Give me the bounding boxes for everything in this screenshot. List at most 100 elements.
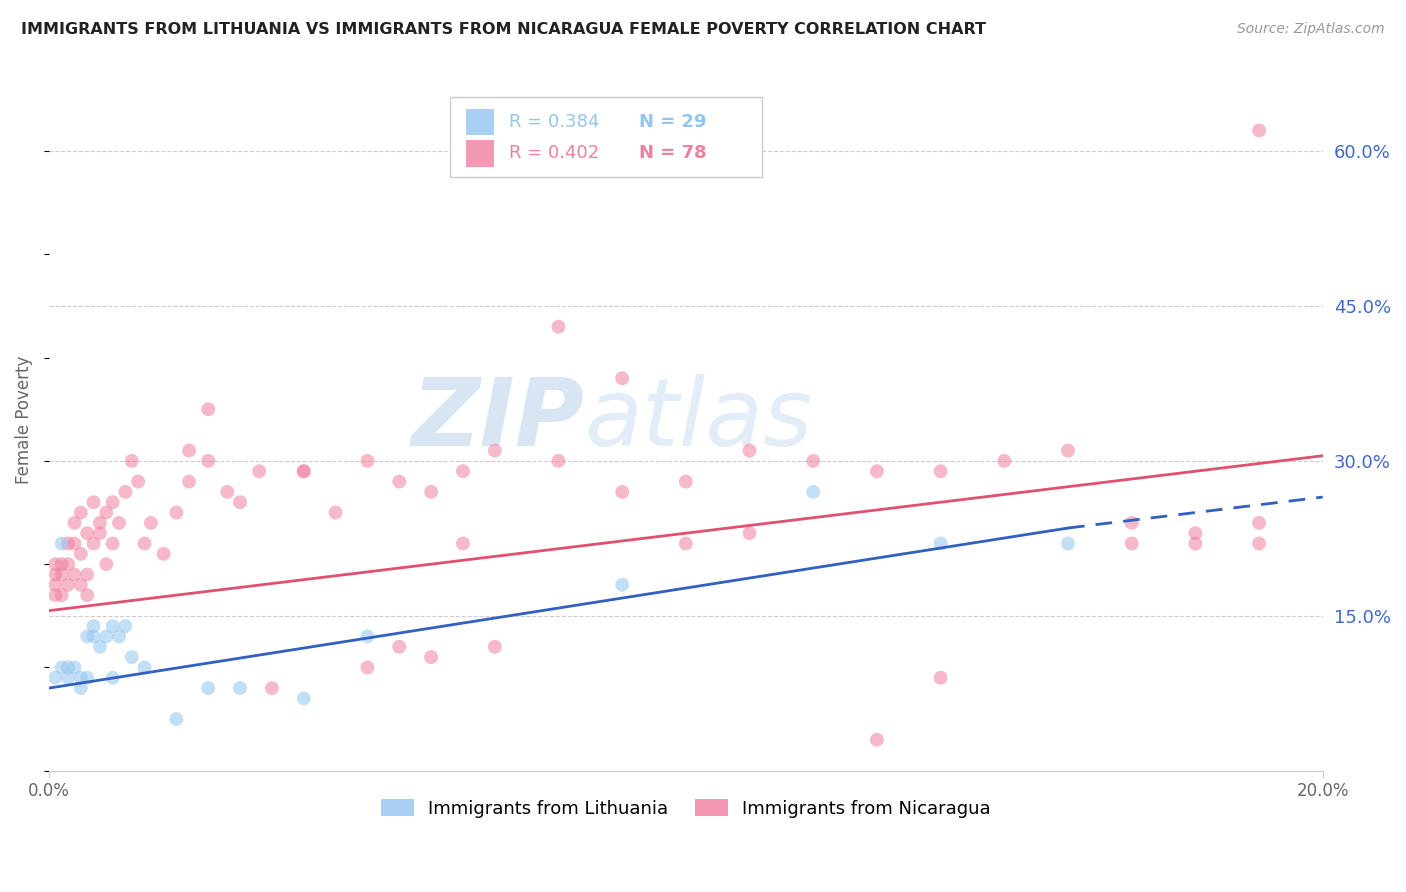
Point xyxy=(83,619,105,633)
Point xyxy=(121,454,143,468)
Point xyxy=(44,557,66,571)
Point xyxy=(929,536,952,550)
Point xyxy=(929,464,952,478)
Point xyxy=(51,567,73,582)
Point xyxy=(177,443,200,458)
Point xyxy=(56,660,79,674)
Point xyxy=(63,536,86,550)
Point xyxy=(108,630,131,644)
Point xyxy=(76,567,98,582)
Point xyxy=(83,536,105,550)
Point xyxy=(547,454,569,468)
Point xyxy=(1249,516,1271,530)
Point xyxy=(44,567,66,582)
Point xyxy=(801,454,824,468)
Point xyxy=(44,578,66,592)
Text: IMMIGRANTS FROM LITHUANIA VS IMMIGRANTS FROM NICARAGUA FEMALE POVERTY CORRELATIO: IMMIGRANTS FROM LITHUANIA VS IMMIGRANTS … xyxy=(21,22,986,37)
Point xyxy=(83,630,105,644)
Point xyxy=(96,630,118,644)
Point xyxy=(139,516,162,530)
Point xyxy=(451,536,474,550)
Point xyxy=(1121,536,1143,550)
Point xyxy=(292,464,315,478)
Point xyxy=(292,691,315,706)
Point xyxy=(63,660,86,674)
Point xyxy=(1184,536,1206,550)
Point xyxy=(83,495,105,509)
Point xyxy=(134,536,156,550)
Point xyxy=(101,619,124,633)
Point xyxy=(96,557,118,571)
Point xyxy=(76,588,98,602)
Point xyxy=(69,578,91,592)
Point xyxy=(1184,526,1206,541)
Point xyxy=(44,671,66,685)
Point xyxy=(63,516,86,530)
Legend: Immigrants from Lithuania, Immigrants from Nicaragua: Immigrants from Lithuania, Immigrants fr… xyxy=(374,792,998,825)
Point xyxy=(292,464,315,478)
Text: atlas: atlas xyxy=(583,374,813,465)
Point xyxy=(89,640,111,654)
Point xyxy=(484,443,506,458)
Point xyxy=(165,506,187,520)
Point xyxy=(356,630,378,644)
Text: R = 0.402: R = 0.402 xyxy=(509,145,599,162)
Point xyxy=(76,671,98,685)
Point xyxy=(76,526,98,541)
Y-axis label: Female Poverty: Female Poverty xyxy=(15,355,32,483)
Point xyxy=(56,557,79,571)
Point xyxy=(51,557,73,571)
Point xyxy=(388,640,411,654)
Point xyxy=(547,319,569,334)
Point xyxy=(1057,443,1080,458)
Point xyxy=(612,371,634,385)
Text: Source: ZipAtlas.com: Source: ZipAtlas.com xyxy=(1237,22,1385,37)
Point xyxy=(127,475,149,489)
Point xyxy=(420,484,443,499)
Text: N = 29: N = 29 xyxy=(638,113,706,131)
Point xyxy=(51,536,73,550)
Point xyxy=(217,484,239,499)
Point xyxy=(76,630,98,644)
Point xyxy=(121,650,143,665)
Point xyxy=(1249,536,1271,550)
Point xyxy=(1249,123,1271,137)
Point xyxy=(866,464,889,478)
Point xyxy=(612,484,634,499)
Point xyxy=(56,578,79,592)
Point xyxy=(165,712,187,726)
Point xyxy=(197,454,219,468)
Text: R = 0.384: R = 0.384 xyxy=(509,113,599,131)
Point xyxy=(69,681,91,695)
Point xyxy=(356,454,378,468)
Point xyxy=(63,567,86,582)
Point xyxy=(69,506,91,520)
Point xyxy=(229,495,252,509)
Point xyxy=(101,536,124,550)
Point xyxy=(69,671,91,685)
Point xyxy=(738,526,761,541)
Point xyxy=(388,475,411,489)
Point xyxy=(101,671,124,685)
Point xyxy=(56,536,79,550)
Point xyxy=(177,475,200,489)
FancyBboxPatch shape xyxy=(465,109,494,136)
Point xyxy=(69,547,91,561)
Point xyxy=(260,681,283,695)
Point xyxy=(993,454,1015,468)
Point xyxy=(420,650,443,665)
Point xyxy=(89,526,111,541)
Point xyxy=(108,516,131,530)
Point xyxy=(89,516,111,530)
Point xyxy=(197,402,219,417)
FancyBboxPatch shape xyxy=(450,96,762,178)
Point xyxy=(929,671,952,685)
Point xyxy=(114,619,136,633)
Point xyxy=(866,732,889,747)
Point xyxy=(1121,516,1143,530)
Point xyxy=(56,671,79,685)
Point xyxy=(675,536,697,550)
Point xyxy=(44,588,66,602)
Point xyxy=(247,464,270,478)
Point xyxy=(96,506,118,520)
